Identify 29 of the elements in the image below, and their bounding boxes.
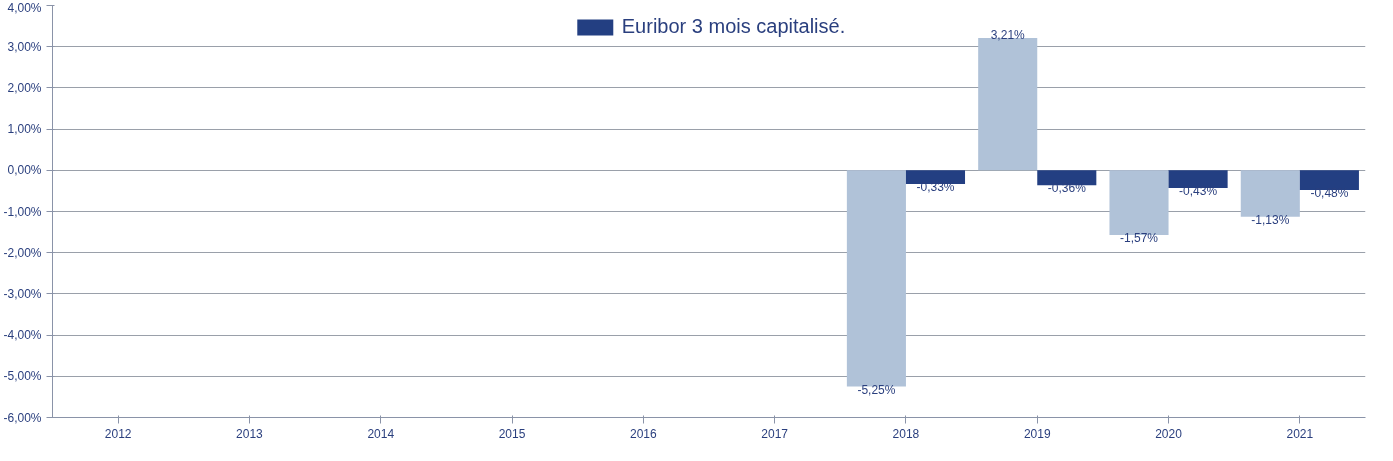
y-tick-label: -4,00% bbox=[3, 328, 42, 343]
y-tick-label: 0,00% bbox=[7, 163, 42, 178]
x-tick-label: 2012 bbox=[104, 426, 132, 441]
data-label: -1,13% bbox=[1251, 212, 1290, 227]
x-tick-label: 2014 bbox=[367, 426, 395, 441]
legend-label: Euribor 3 mois capitalisé. bbox=[621, 15, 846, 38]
x-tick-label: 2021 bbox=[1286, 426, 1314, 441]
y-tick-label: 2,00% bbox=[7, 80, 42, 95]
y-tick-label: -6,00% bbox=[3, 410, 42, 425]
x-tick-label: 2017 bbox=[761, 426, 789, 441]
y-tick-label: -2,00% bbox=[3, 245, 42, 260]
data-label: -0,36% bbox=[1047, 181, 1087, 196]
x-tick-label: 2020 bbox=[1155, 426, 1183, 441]
y-tick-label: 4,00% bbox=[7, 0, 42, 15]
data-label: -0,33% bbox=[916, 179, 955, 194]
y-tick-label: -1,00% bbox=[3, 204, 42, 219]
data-label: 3,21% bbox=[990, 28, 1026, 43]
x-tick-label: 2013 bbox=[236, 426, 264, 441]
x-tick-label: 2015 bbox=[498, 426, 526, 441]
x-tick-label: 2016 bbox=[630, 426, 658, 441]
data-label: -0,48% bbox=[1310, 186, 1349, 201]
x-tick-label: 2019 bbox=[1023, 426, 1051, 441]
x-tick-label: 2018 bbox=[892, 426, 920, 441]
y-tick-label: 1,00% bbox=[7, 122, 42, 137]
data-label: -5,25% bbox=[857, 382, 896, 397]
data-label: -1,57% bbox=[1120, 230, 1159, 245]
y-tick-label: -3,00% bbox=[3, 286, 42, 301]
y-tick-label: -5,00% bbox=[3, 369, 42, 384]
y-tick-label: 3,00% bbox=[7, 39, 42, 54]
